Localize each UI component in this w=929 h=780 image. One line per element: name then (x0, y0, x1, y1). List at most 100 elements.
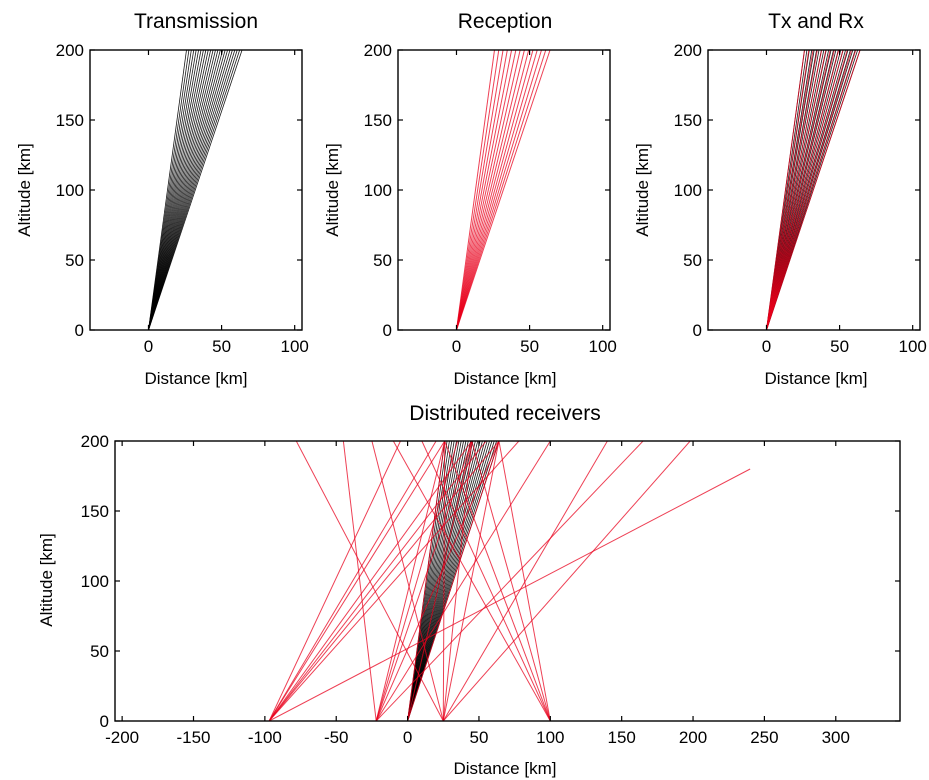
reception-ray (375, 441, 446, 721)
x-tick-label: 150 (607, 728, 635, 747)
x-tick-label: 0 (762, 337, 771, 356)
x-tick-label: 0 (452, 337, 461, 356)
reception-ray (765, 50, 818, 330)
y-axis-label: Altitude [km] (15, 143, 34, 237)
x-tick-label: 100 (281, 337, 309, 356)
x-tick-label: -150 (176, 728, 210, 747)
reception-ray (268, 441, 500, 721)
y-tick-label: 50 (373, 251, 392, 270)
y-tick-label: 0 (383, 321, 392, 340)
y-tick-label: 150 (81, 502, 109, 521)
reception-ray (375, 441, 551, 721)
x-axis-label: Distance [km] (454, 759, 557, 778)
reception-ray (498, 441, 551, 721)
reception-ray (375, 441, 473, 721)
reception-ray (455, 50, 504, 330)
y-tick-label: 0 (75, 321, 84, 340)
reception-ray (765, 50, 827, 330)
x-tick-label: 100 (899, 337, 927, 356)
x-tick-label: 50 (212, 337, 231, 356)
reception-ray (342, 441, 377, 721)
panel-title: Transmission (134, 10, 258, 33)
reception-ray (765, 50, 823, 330)
rays (268, 441, 751, 721)
reception-ray (456, 50, 547, 330)
reception-ray (371, 441, 444, 721)
reception-ray (455, 50, 521, 330)
reception-ray (455, 50, 513, 330)
y-axis-label: Altitude [km] (37, 533, 56, 627)
reception-ray (442, 441, 608, 721)
reception-ray (766, 50, 844, 330)
reception-ray (268, 441, 487, 721)
y-tick-label: 0 (693, 321, 702, 340)
reception-ray (407, 441, 500, 721)
reception-ray (456, 50, 538, 330)
reception-ray (442, 441, 473, 721)
x-tick-label: 300 (822, 728, 850, 747)
y-tick-label: 200 (81, 432, 109, 451)
reception-ray (268, 441, 520, 721)
axes-frame (707, 49, 921, 331)
y-tick-label: 100 (364, 181, 392, 200)
reception-ray (766, 50, 857, 330)
reception-ray (471, 441, 551, 721)
x-tick-label: -50 (324, 728, 349, 747)
y-tick-label: 200 (56, 41, 84, 60)
reception-ray (442, 441, 500, 721)
x-axis-label: Distance [km] (765, 369, 868, 388)
y-tick-label: 50 (65, 251, 84, 270)
rays (455, 50, 551, 330)
x-tick-label: -100 (248, 728, 282, 747)
reception-ray (766, 50, 852, 330)
reception-ray (765, 50, 831, 330)
y-tick-label: 200 (364, 41, 392, 60)
reception-ray (456, 50, 534, 330)
reception-ray (765, 50, 840, 330)
reception-ray (455, 50, 525, 330)
reception-ray (766, 50, 861, 330)
y-axis-label: Altitude [km] (323, 143, 342, 237)
y-tick-label: 150 (364, 111, 392, 130)
y-axis-label: Altitude [km] (633, 143, 652, 237)
reception-ray (765, 50, 835, 330)
reception-ray (268, 441, 446, 721)
reception-ray (444, 441, 551, 721)
panel-tx-and-rx: Tx and Rx 0 50 100 0 50 100 150 200 Distance [k… (633, 10, 927, 388)
panel-title: Reception (458, 10, 553, 33)
reception-ray (455, 50, 530, 330)
y-tick-label: 150 (56, 111, 84, 130)
reception-ray (375, 441, 500, 721)
y-tick-label: 150 (674, 111, 702, 130)
x-tick-label: 50 (520, 337, 539, 356)
x-tick-label: 200 (679, 728, 707, 747)
reception-ray (375, 441, 459, 721)
y-tick-label: 50 (683, 251, 702, 270)
panel-transmission: Transmission 0 50 100 0 50 100 150 200 Distance… (15, 10, 309, 388)
x-tick-label: 100 (536, 728, 564, 747)
reception-ray (456, 50, 551, 330)
reception-ray (455, 50, 495, 330)
panel-title: Tx and Rx (768, 10, 864, 33)
x-tick-label: 250 (750, 728, 778, 747)
panel-reception: Reception 0 50 100 0 50 100 150 200 Distance [k… (323, 10, 617, 388)
transmission-ray (148, 50, 243, 330)
reception-ray (392, 441, 551, 721)
x-tick-label: 0 (403, 728, 412, 747)
panel-distributed-receivers: Distributed receivers -200 -150 -100 -50 0 50… (37, 402, 901, 778)
y-tick-label: 0 (100, 712, 109, 731)
y-tick-label: 100 (81, 572, 109, 591)
reception-ray (375, 441, 644, 721)
y-tick-label: 50 (90, 642, 109, 661)
reception-ray (268, 441, 437, 721)
y-tick-label: 100 (674, 181, 702, 200)
reception-ray (268, 441, 401, 721)
x-axis-label: Distance [km] (145, 369, 248, 388)
axes-frame (114, 440, 901, 722)
reception-ray (421, 441, 551, 721)
reception-ray (407, 441, 446, 721)
reception-ray (456, 50, 542, 330)
reception-ray (295, 441, 444, 721)
axes-frame (397, 49, 611, 331)
